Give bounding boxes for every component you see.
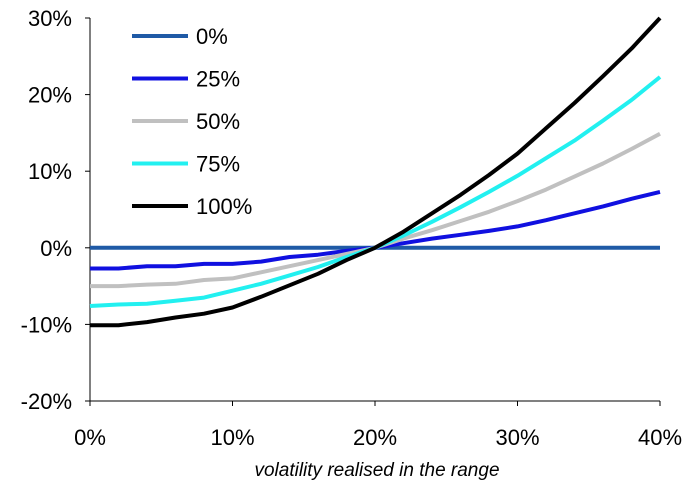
y-tick-label: 10%	[28, 159, 72, 184]
y-tick-label: 20%	[28, 83, 72, 108]
x-tick-label: 10%	[210, 425, 254, 450]
x-tick-label: 30%	[495, 425, 539, 450]
tick-labels: 30%20%10%0%-10%-20%0% 10% 20% 30% 40%	[21, 6, 682, 450]
series-line-25pct	[90, 189, 661, 271]
y-tick-label: 0%	[40, 236, 72, 261]
series-lines	[89, 16, 662, 328]
series-line-75pct	[89, 75, 662, 308]
legend-label: 75%	[196, 152, 240, 177]
y-tick-label: -20%	[21, 389, 72, 414]
legend-label: 25%	[196, 67, 240, 92]
x-tick-label: 20%	[353, 425, 397, 450]
y-tick-label: -10%	[21, 312, 72, 337]
series-line-50pct	[90, 131, 661, 289]
legend-label: 100%	[196, 194, 252, 219]
axes	[85, 17, 661, 406]
legend-label: 0%	[196, 24, 228, 49]
x-axis-title: volatility realised in the range	[254, 460, 499, 481]
series-line-100pct	[90, 16, 662, 328]
legend: 0% 25% 50% 75% 100%	[132, 24, 252, 219]
y-tick-label: 30%	[28, 6, 72, 31]
x-tick-label: 40%	[638, 425, 682, 450]
x-tick-label: 0%	[74, 425, 106, 450]
legend-label: 50%	[196, 109, 240, 134]
